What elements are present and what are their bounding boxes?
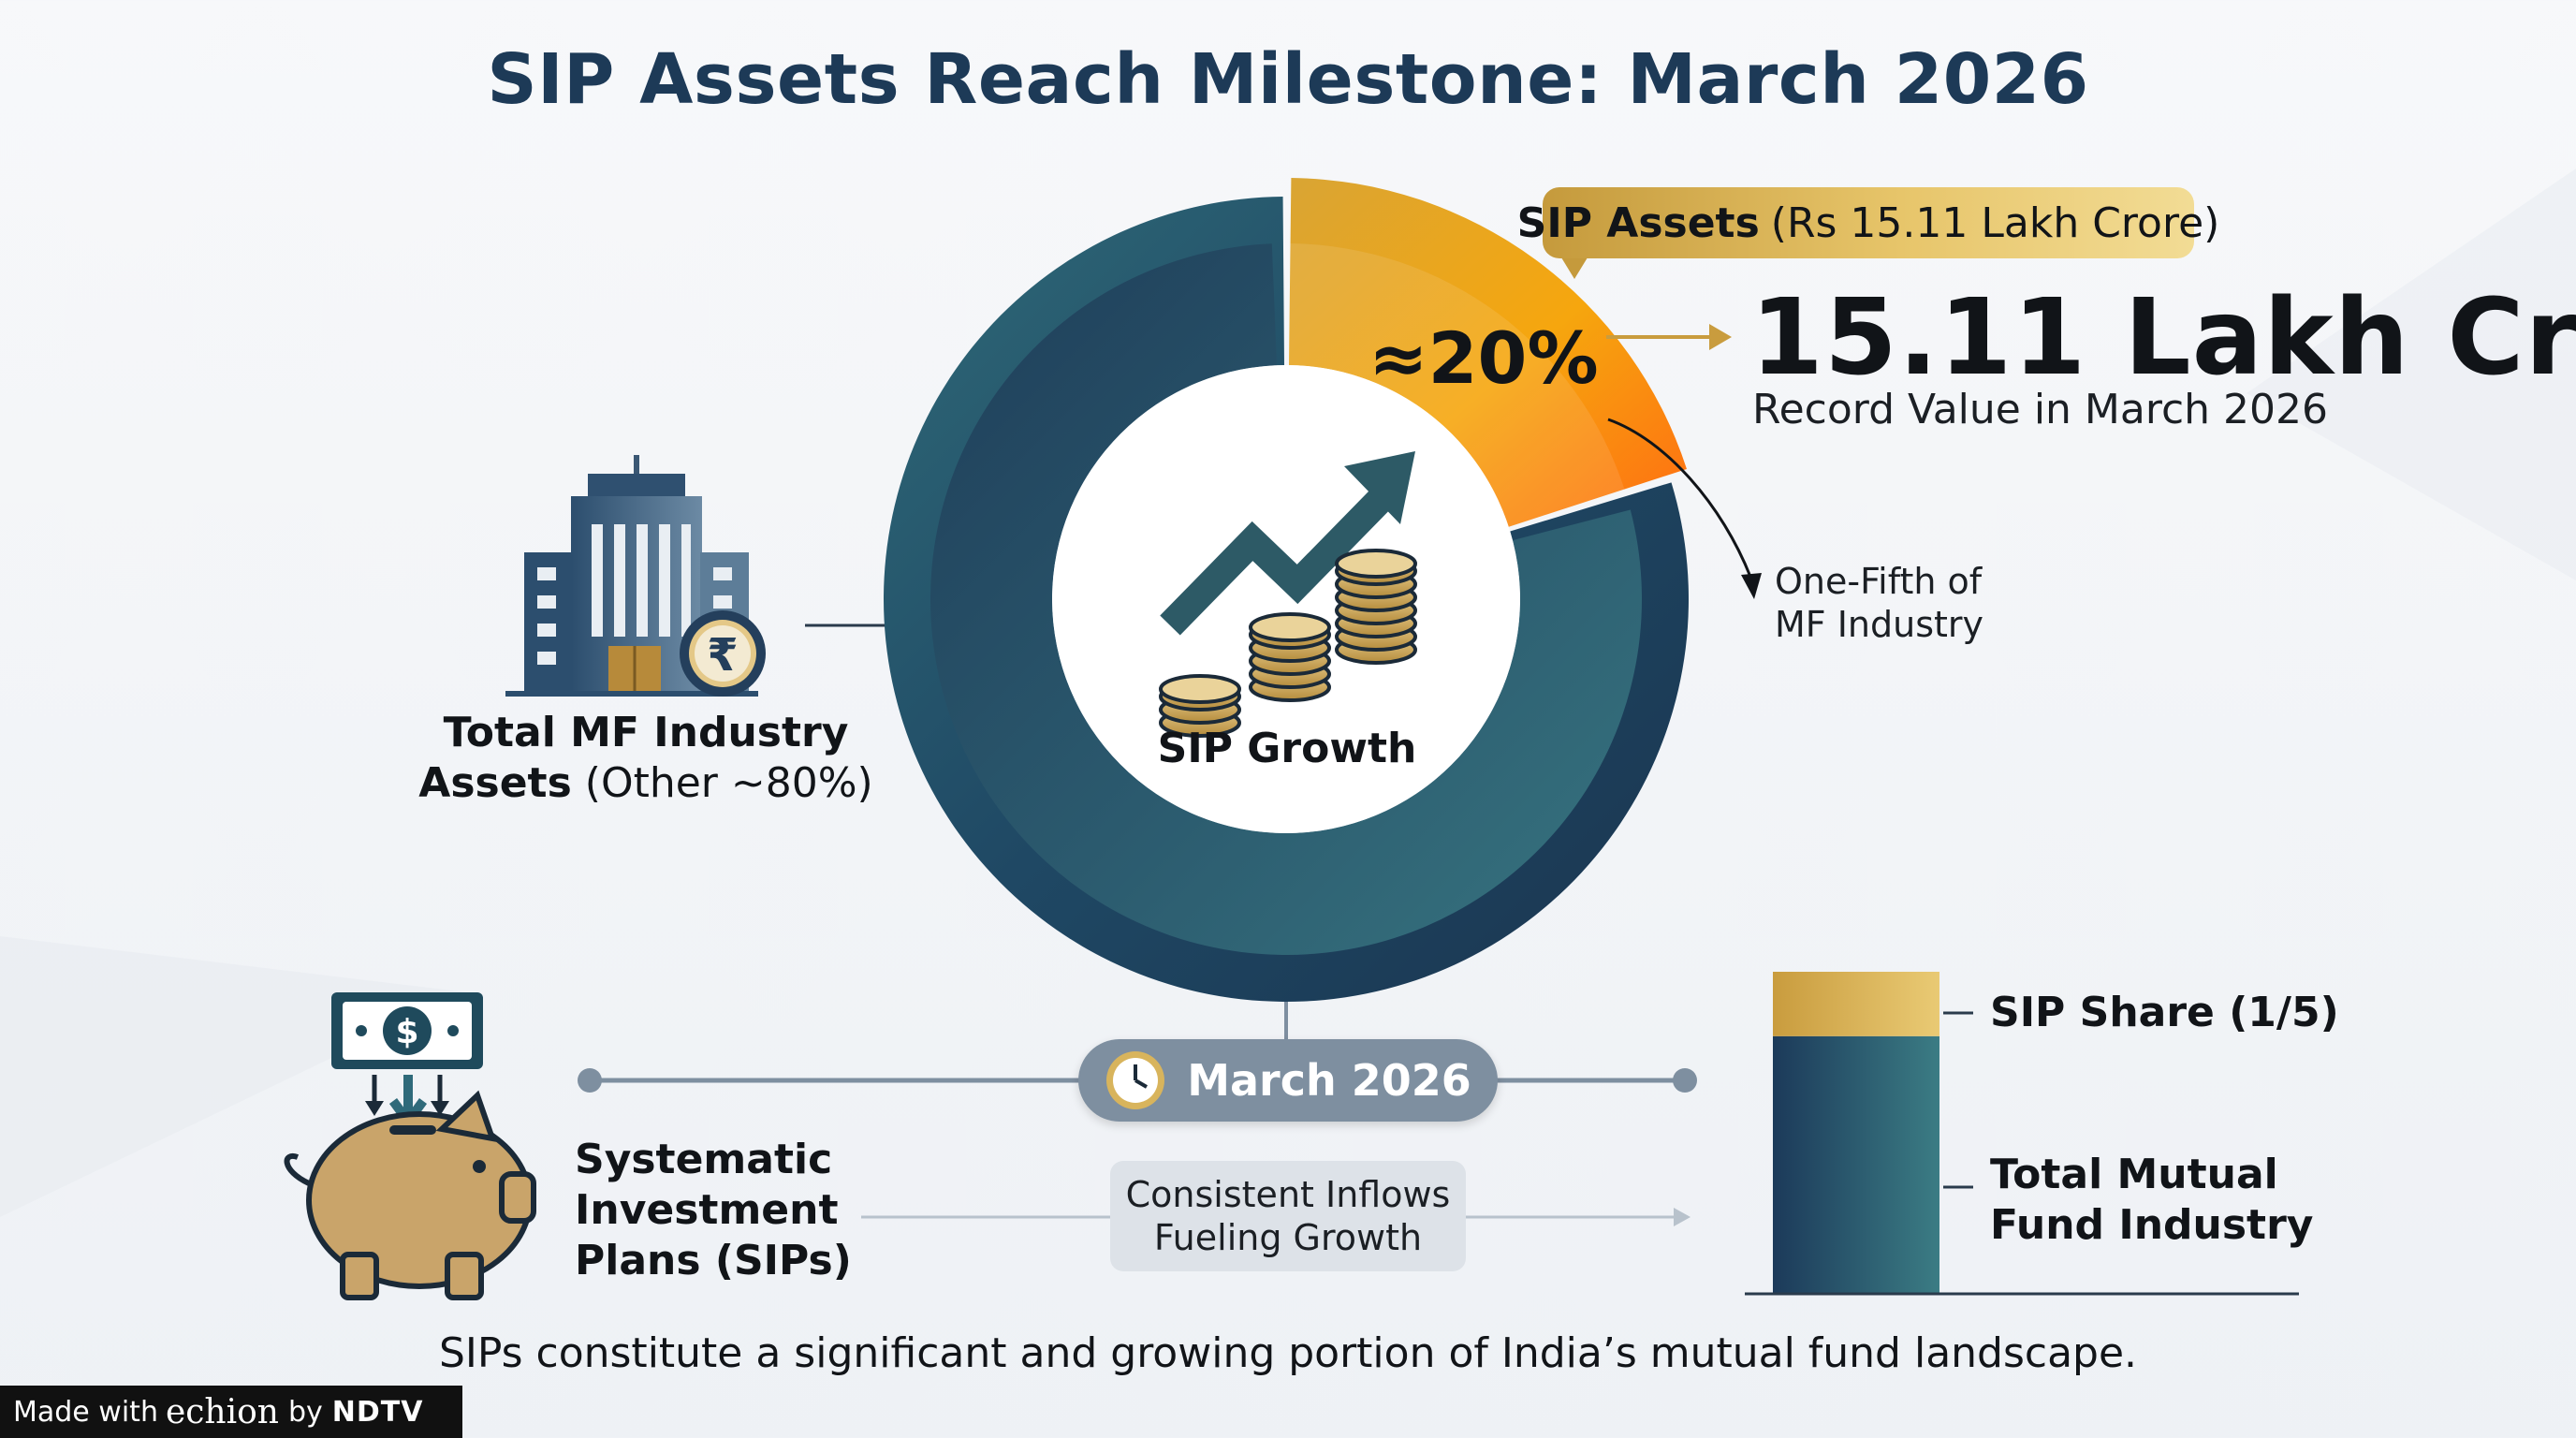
callout-rest: (Rs 15.11 Lakh Crore) — [1770, 198, 2220, 247]
bar-total-line2: Fund Industry — [1990, 1201, 2314, 1249]
badge-ndtv: NDTV — [331, 1395, 424, 1429]
callout-bold: SIP Assets — [1516, 198, 1760, 247]
mf-label-line1: Total MF Industry — [443, 709, 849, 756]
sip-label-line3: Plans (SIPs) — [575, 1237, 852, 1284]
sip-assets-callout: SIP Assets (Rs 15.11 Lakh Crore) — [1517, 187, 2219, 258]
piggy-bank-icon — [284, 1090, 536, 1300]
footer-caption: SIPs constitute a significant and growin… — [438, 1329, 2138, 1377]
donut-share-label: ≈20% — [1368, 316, 1599, 400]
svg-text:₹: ₹ — [707, 629, 738, 682]
mf-label-line2: Assets — [418, 759, 572, 807]
inflows-line2: Fueling Growth — [1153, 1217, 1423, 1258]
inflows-box: Consistent Inflows Fueling Growth — [1110, 1161, 1466, 1271]
svg-text:$: $ — [395, 1013, 418, 1051]
trend-arrow-icon — [1160, 451, 1415, 636]
clock-icon — [1106, 1051, 1165, 1109]
badge-brand: echion — [165, 1392, 279, 1431]
date-pill-label: March 2026 — [1187, 1055, 1471, 1106]
one-fifth-line1: One-Fifth of — [1775, 561, 1983, 602]
dollar-bill-icon: $ — [331, 992, 483, 1130]
bar-total-line1: Total Mutual — [1990, 1151, 2278, 1198]
one-fifth-note: One-Fifth of MF Industry — [1775, 560, 1983, 646]
badge-prefix: Made with — [13, 1395, 158, 1429]
donut-center-label: SIP Growth — [1157, 725, 1417, 772]
sip-label-line1: Systematic — [575, 1136, 833, 1183]
page-title: SIP Assets Reach Milestone: March 2026 — [487, 39, 2089, 120]
donut-slice-sip — [1288, 178, 1687, 527]
record-value-subtitle: Record Value in March 2026 — [1752, 386, 2329, 433]
date-pill: March 2026 — [1078, 1039, 1498, 1122]
stacked-bar-chart — [1745, 972, 2299, 1296]
sip-label-line2: Investment — [575, 1186, 839, 1234]
rupee-coin-icon: ₹ — [680, 610, 766, 697]
sip-label: Systematic Investment Plans (SIPs) — [575, 1135, 852, 1286]
record-value: 15.11 Lakh Cr — [1750, 277, 2576, 399]
bar-segment-sip-share — [1773, 972, 1939, 1036]
bar-segment-total — [1773, 1035, 1939, 1294]
bar-share-label: SIP Share (1/5) — [1990, 989, 2339, 1036]
mf-label-rest: (Other ~80%) — [584, 759, 873, 807]
mf-industry-label: Total MF Industry Assets (Other ~80%) — [412, 708, 880, 809]
badge-by: by — [287, 1395, 323, 1429]
coin-stack-icon — [1159, 549, 1417, 738]
made-with-badge[interactable]: Made with echion by NDTV — [0, 1386, 462, 1438]
bar-total-label: Total Mutual Fund Industry — [1990, 1150, 2313, 1251]
one-fifth-line2: MF Industry — [1775, 604, 1984, 645]
donut-inner-band — [930, 243, 1642, 956]
donut-slice-sip-shade — [1288, 243, 1625, 527]
inflows-line1: Consistent Inflows — [1125, 1174, 1451, 1215]
